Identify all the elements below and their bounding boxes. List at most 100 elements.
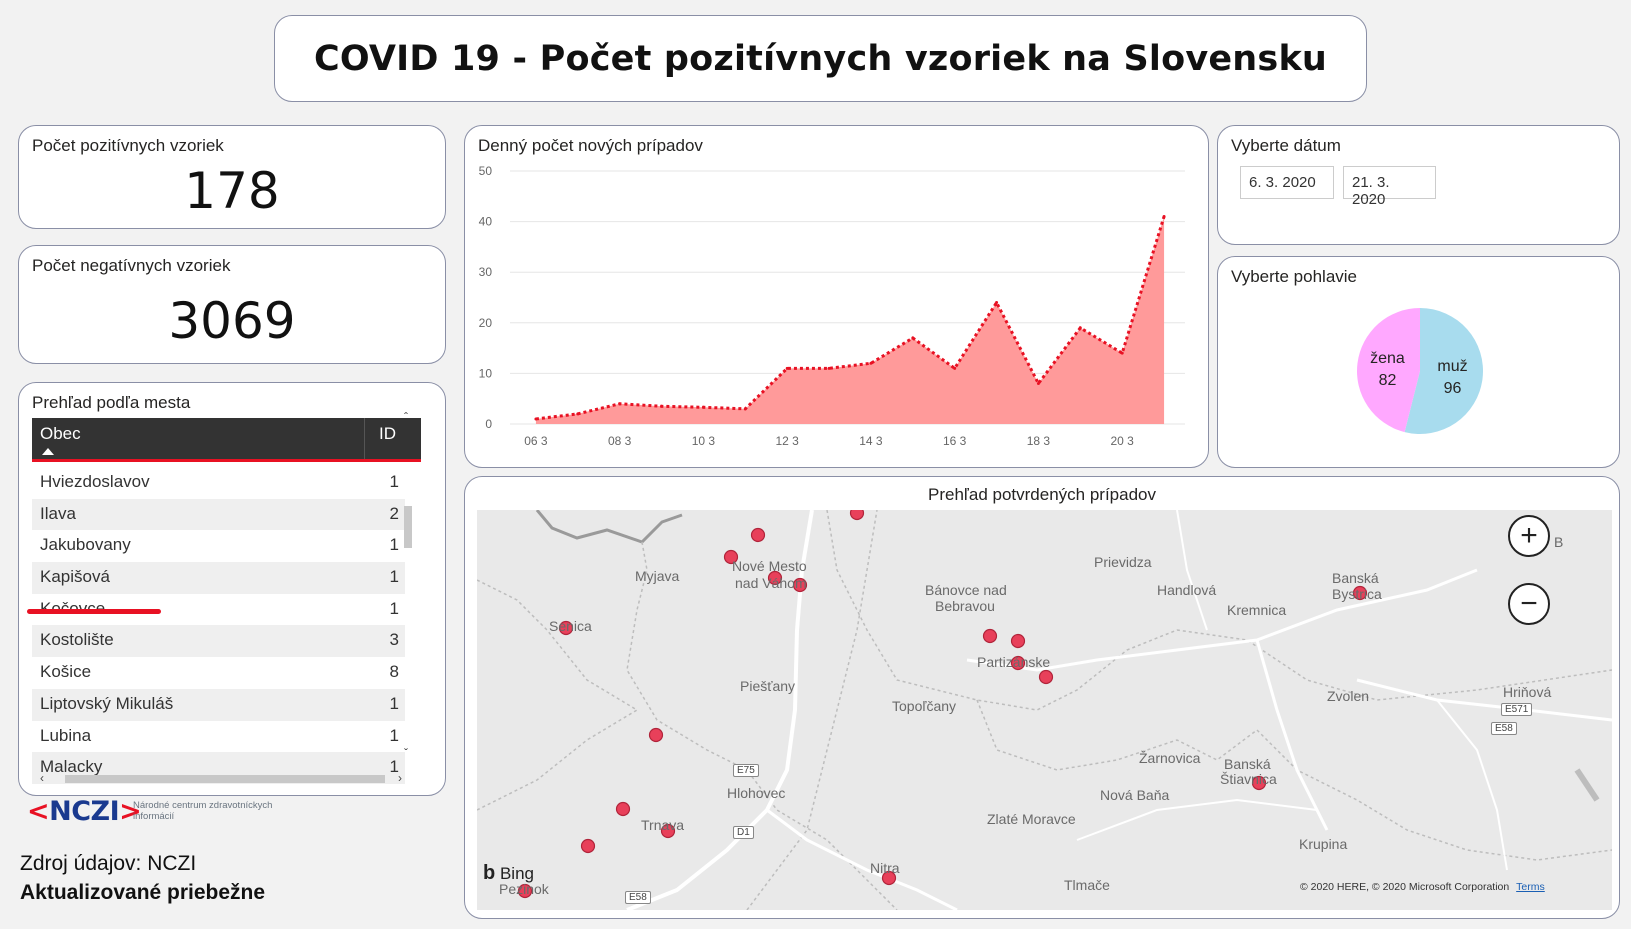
case-marker[interactable] bbox=[615, 801, 631, 817]
data-point[interactable] bbox=[576, 412, 580, 416]
table-row[interactable]: Kapišová 1 bbox=[32, 562, 405, 594]
case-marker[interactable] bbox=[1038, 669, 1054, 685]
city-name-cell: Kostolište bbox=[40, 630, 114, 650]
case-marker[interactable] bbox=[1251, 775, 1267, 791]
map-place-label: Partizánske bbox=[977, 654, 1051, 670]
map-place-label: Tlmače bbox=[1064, 877, 1110, 893]
city-id-cell: 2 bbox=[389, 503, 399, 523]
table-row[interactable]: Liptovský Mikuláš 1 bbox=[32, 688, 405, 721]
map-place-label: Banská bbox=[1224, 756, 1271, 772]
case-marker[interactable] bbox=[660, 823, 676, 839]
road-badge: E75 bbox=[733, 764, 759, 777]
pie-slice-value: 82 bbox=[1379, 372, 1397, 389]
map-background bbox=[477, 510, 1612, 910]
table-header: Obec ID bbox=[32, 418, 421, 462]
case-marker[interactable] bbox=[517, 883, 533, 899]
nczi-subtitle: Národné centrum zdravotníckych informáci… bbox=[133, 800, 273, 822]
case-marker[interactable] bbox=[1352, 585, 1368, 601]
table-row[interactable]: Košice 8 bbox=[32, 657, 405, 689]
data-point[interactable] bbox=[1036, 382, 1040, 386]
scroll-up-icon[interactable]: ˆ bbox=[404, 410, 408, 424]
table-row[interactable]: Kostolište 3 bbox=[32, 625, 405, 658]
data-point[interactable] bbox=[660, 404, 664, 408]
map-place-label: Myjava bbox=[635, 568, 680, 584]
x-tick-label: 20 3 bbox=[1111, 434, 1135, 448]
data-point[interactable] bbox=[827, 366, 831, 370]
case-marker[interactable] bbox=[723, 549, 739, 565]
case-marker[interactable] bbox=[1010, 633, 1026, 649]
table-horizontal-scrollbar[interactable]: ‹ › bbox=[30, 771, 403, 785]
data-point[interactable] bbox=[701, 405, 705, 409]
sort-ascending-icon[interactable] bbox=[42, 448, 54, 455]
scroll-down-icon[interactable]: ˇ bbox=[404, 746, 408, 760]
city-table-label: Prehľad podľa mesta bbox=[32, 393, 191, 412]
x-tick-label: 14 3 bbox=[859, 434, 883, 448]
daily-area-chart[interactable]: 0 10 20 30 40 50 06 3 08 3 10 3 12 3 14 3 16 3 18 3 2… bbox=[465, 126, 1210, 469]
data-point[interactable] bbox=[1162, 215, 1166, 219]
case-marker[interactable] bbox=[792, 577, 808, 593]
column-divider bbox=[364, 418, 365, 459]
zoom-in-button[interactable]: + bbox=[1508, 515, 1550, 557]
positive-label: Počet pozitívnych vzoriek bbox=[32, 136, 224, 155]
column-header-id[interactable]: ID bbox=[379, 424, 396, 443]
table-row[interactable]: Hviezdoslavov 1 bbox=[32, 467, 405, 499]
x-tick-label: 10 3 bbox=[692, 434, 716, 448]
pie-slice-žena[interactable] bbox=[1357, 308, 1420, 433]
bing-b-icon: b bbox=[483, 862, 496, 884]
map-place-label: Nová Baňa bbox=[1100, 787, 1170, 803]
data-point[interactable] bbox=[1078, 326, 1082, 330]
end-date-input[interactable]: 21. 3. 2020 bbox=[1343, 166, 1436, 208]
scroll-left-icon[interactable]: ‹ bbox=[40, 771, 44, 785]
data-point[interactable] bbox=[1120, 351, 1124, 355]
table-row[interactable]: Ilava 2 bbox=[32, 498, 405, 531]
map-place-label: Handlová bbox=[1157, 582, 1217, 598]
column-header-obec[interactable]: Obec bbox=[40, 424, 81, 443]
case-marker[interactable] bbox=[580, 838, 596, 854]
data-point[interactable] bbox=[785, 366, 789, 370]
map-place-label: Topoľčany bbox=[892, 698, 957, 714]
case-marker[interactable] bbox=[1010, 655, 1026, 671]
horizontal-scroll-thumb[interactable] bbox=[65, 775, 385, 783]
case-marker[interactable] bbox=[881, 870, 897, 886]
bing-logo: b Bing bbox=[483, 862, 534, 884]
y-tick-label: 0 bbox=[485, 417, 492, 431]
data-point[interactable] bbox=[911, 336, 915, 340]
case-marker[interactable] bbox=[558, 620, 574, 636]
positive-card: Počet pozitívnych vzoriek 178 bbox=[18, 125, 446, 229]
negative-value: 3069 bbox=[168, 292, 296, 350]
city-id-cell: 1 bbox=[389, 693, 399, 713]
case-marker[interactable] bbox=[767, 570, 783, 586]
case-marker[interactable] bbox=[849, 510, 865, 521]
data-point[interactable] bbox=[869, 361, 873, 365]
data-point[interactable] bbox=[534, 417, 538, 421]
pie-slice-muž[interactable] bbox=[1404, 308, 1483, 434]
map-place-label: Hriňová bbox=[1503, 684, 1552, 700]
map-place-label: Kremnica bbox=[1227, 602, 1287, 618]
y-tick-label: 40 bbox=[479, 215, 493, 229]
data-point[interactable] bbox=[743, 407, 747, 411]
data-point[interactable] bbox=[953, 366, 957, 370]
map-place-label: Nitra bbox=[870, 860, 900, 876]
table-row[interactable]: Jakubovany 1 bbox=[32, 530, 405, 562]
data-point[interactable] bbox=[995, 301, 999, 305]
data-point[interactable] bbox=[618, 402, 622, 406]
road-badge: E571 bbox=[1501, 703, 1533, 716]
vertical-scroll-thumb[interactable] bbox=[404, 506, 412, 548]
zoom-out-button[interactable]: − bbox=[1508, 583, 1550, 625]
case-marker[interactable] bbox=[982, 628, 998, 644]
table-vertical-scrollbar[interactable]: ˆ ˇ bbox=[403, 410, 413, 761]
road-badge: D1 bbox=[733, 826, 754, 839]
map-view[interactable]: Myjava Nové Mesto nad Váhom Senica Bánovce n… bbox=[477, 510, 1612, 910]
table-row[interactable]: Lubina 1 bbox=[32, 721, 405, 753]
gender-pie-chart[interactable]: muž 96 žena 82 bbox=[1218, 257, 1621, 469]
scroll-right-icon[interactable]: › bbox=[398, 771, 402, 785]
case-marker[interactable] bbox=[750, 527, 766, 543]
city-id-cell: 8 bbox=[389, 662, 399, 682]
terms-link[interactable]: Terms bbox=[1516, 881, 1545, 893]
map-place-label: Senica bbox=[549, 618, 592, 634]
start-date-input[interactable]: 6. 3. 2020 bbox=[1240, 166, 1334, 199]
city-table: Obec ID Hviezdoslavov 1 Ilava 2 Jakubovany 1 K… bbox=[32, 418, 422, 788]
pie-slice-label: muž bbox=[1437, 358, 1467, 375]
map-place-label: Krupina bbox=[1299, 836, 1348, 852]
case-marker[interactable] bbox=[648, 727, 664, 743]
